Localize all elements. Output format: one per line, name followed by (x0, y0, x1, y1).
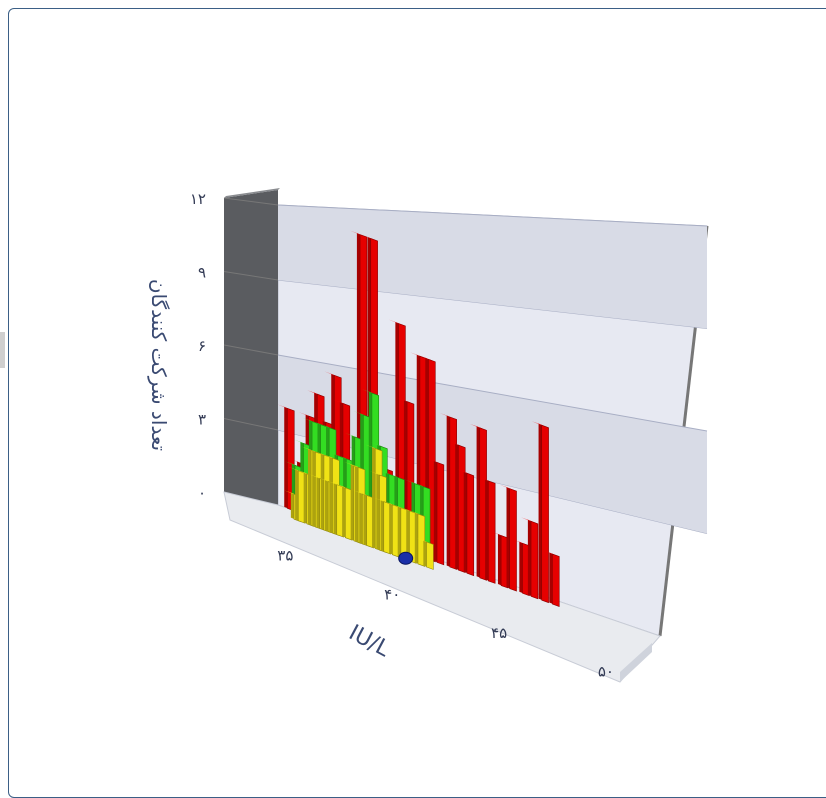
side-gridline (223, 197, 279, 206)
bar (530, 520, 539, 600)
floor-edge (620, 643, 652, 682)
y-tick-label: ۹ (198, 264, 206, 282)
bar (426, 541, 434, 570)
bar (436, 461, 445, 566)
grid-band (278, 205, 707, 329)
y-axis-ticks: ۰ ۳ ۶ ۹ ۱۲ (190, 190, 206, 502)
bar (417, 513, 426, 567)
bar-chart-3d: ۰ ۳ ۶ ۹ ۱۲ ۳۵ ۴۰ ۴۵ ۵۰ تعداد شرکت کنندگان IU/L (147, 188, 709, 683)
x-tick-label: ۴۵ (491, 624, 507, 642)
bar (509, 488, 517, 592)
y-tick-label: ۳ (198, 411, 206, 429)
bar (466, 472, 475, 577)
y-tick-label: ۰ (198, 484, 206, 502)
bar (552, 553, 560, 607)
bar (487, 480, 496, 584)
reference-marker (398, 551, 414, 565)
gridline (277, 204, 708, 227)
bar (479, 427, 487, 581)
panel-edge-tab (0, 332, 5, 368)
x-tick-label: ۵۰ (598, 662, 614, 680)
y-tick-label: ۶ (198, 337, 206, 355)
bar (449, 416, 457, 570)
side-wall (224, 190, 278, 505)
x-tick-label: ۴۰ (384, 585, 400, 603)
side-wall-top (224, 188, 280, 198)
y-axis-label: تعداد شرکت کنندگان (147, 279, 171, 451)
side-gridline (223, 271, 279, 281)
bar (458, 444, 466, 574)
chart-bars (277, 230, 560, 607)
gridline (277, 354, 708, 432)
y-tick-label: ۱۲ (190, 190, 206, 208)
side-gridline (223, 418, 279, 431)
x-axis-ticks: ۳۵ ۴۰ ۴۵ ۵۰ (277, 547, 614, 681)
x-tick-label: ۳۵ (277, 547, 293, 565)
grid-band (278, 355, 707, 534)
side-gridline (223, 344, 279, 356)
x-axis-label: IU/L (345, 620, 395, 662)
bar (541, 424, 549, 604)
